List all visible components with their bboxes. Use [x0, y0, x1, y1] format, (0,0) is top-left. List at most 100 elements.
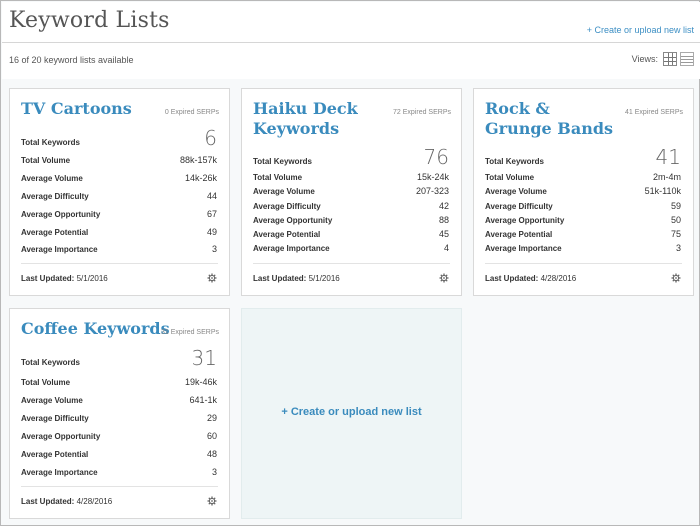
total-keywords-value: 31 — [191, 346, 217, 370]
keyword-list-card: Coffee Keywords 31 Expired SERPs Total K… — [9, 308, 230, 519]
average-importance-value: 4 — [443, 243, 449, 253]
average-potential-label: Average Potential — [485, 230, 553, 239]
expired-serps: 41 Expired SERPs — [625, 109, 683, 116]
average-importance-value: 3 — [211, 467, 217, 477]
average-potential-label: Average Potential — [253, 230, 321, 239]
keyword-list-card: Rock & Grunge Bands 41 Expired SERPs Tot… — [473, 88, 694, 296]
average-importance-label: Average Importance — [21, 468, 98, 477]
average-opportunity-label: Average Opportunity — [253, 216, 333, 225]
average-potential-value: 75 — [670, 229, 681, 239]
last-updated: Last Updated: 4/28/2016 — [485, 274, 576, 283]
average-volume-label: Average Volume — [21, 174, 83, 183]
average-difficulty-label: Average Difficulty — [21, 192, 89, 201]
create-list-card-label: + Create or upload new list — [281, 406, 422, 418]
average-volume-label: Average Volume — [21, 396, 83, 405]
list-count-text: 16 of 20 keyword lists available — [9, 55, 134, 65]
last-updated-label: Last Updated: — [21, 274, 75, 283]
last-updated-date: 5/1/2016 — [76, 274, 108, 283]
card-divider — [21, 486, 218, 487]
total-volume-value: 19k-46k — [184, 377, 217, 387]
average-difficulty-label: Average Difficulty — [21, 414, 89, 423]
total-volume-label: Total Volume — [21, 156, 71, 165]
view-switcher: Views: — [632, 52, 694, 66]
average-potential-value: 48 — [206, 449, 217, 459]
average-importance-label: Average Importance — [253, 244, 330, 253]
last-updated: Last Updated: 5/1/2016 — [253, 274, 340, 283]
card-title[interactable]: Haiku Deck Keywords — [253, 99, 358, 138]
last-updated-label: Last Updated: — [253, 274, 307, 283]
total-volume-value: 88k-157k — [179, 155, 217, 165]
card-divider — [485, 263, 682, 264]
keyword-list-card: TV Cartoons 0 Expired SERPs Total Keywor… — [9, 88, 230, 296]
card-divider — [253, 263, 450, 264]
total-keywords-label: Total Keywords — [21, 138, 80, 147]
average-potential-label: Average Potential — [21, 228, 89, 237]
total-volume-label: Total Volume — [485, 173, 535, 182]
average-difficulty-value: 42 — [438, 201, 449, 211]
average-volume-label: Average Volume — [253, 187, 315, 196]
average-opportunity-label: Average Opportunity — [21, 432, 101, 441]
expired-serps: 72 Expired SERPs — [393, 109, 451, 116]
average-importance-label: Average Importance — [21, 245, 98, 254]
average-importance-value: 3 — [675, 243, 681, 253]
views-label: Views: — [631, 54, 658, 64]
last-updated-label: Last Updated: — [21, 497, 75, 506]
grid-view-button[interactable] — [663, 52, 677, 66]
average-opportunity-value: 50 — [670, 215, 681, 225]
gear-icon[interactable] — [207, 273, 217, 283]
total-keywords-label: Total Keywords — [253, 157, 312, 166]
total-keywords-label: Total Keywords — [21, 358, 80, 367]
last-updated-label: Last Updated: — [485, 274, 539, 283]
total-keywords-label: Total Keywords — [485, 157, 544, 166]
average-volume-value: 14k-26k — [184, 173, 217, 183]
average-difficulty-value: 44 — [206, 191, 217, 201]
toolbar: 16 of 20 keyword lists available Views: — [2, 43, 700, 79]
expired-serps: 0 Expired SERPs — [164, 109, 219, 116]
total-keywords-value: 76 — [423, 145, 449, 169]
expired-serps: 31 Expired SERPs — [161, 329, 219, 336]
total-volume-value: 2m-4m — [652, 172, 681, 182]
average-difficulty-label: Average Difficulty — [485, 202, 553, 211]
average-potential-value: 49 — [206, 227, 217, 237]
total-volume-label: Total Volume — [21, 378, 71, 387]
card-title[interactable]: Coffee Keywords — [21, 319, 170, 338]
last-updated-date: 4/28/2016 — [76, 497, 113, 506]
create-list-link[interactable]: + Create or upload new list — [586, 25, 694, 35]
average-potential-label: Average Potential — [21, 450, 89, 459]
total-keywords-value: 41 — [655, 145, 681, 169]
average-volume-value: 641-1k — [189, 395, 217, 405]
average-difficulty-value: 29 — [206, 413, 217, 423]
average-opportunity-label: Average Opportunity — [21, 210, 101, 219]
card-title[interactable]: TV Cartoons — [21, 99, 132, 118]
average-volume-label: Average Volume — [485, 187, 547, 196]
average-opportunity-value: 67 — [206, 209, 217, 219]
page-title: Keyword Lists — [9, 8, 170, 33]
average-opportunity-value: 88 — [438, 215, 449, 225]
keyword-list-card: Haiku Deck Keywords 72 Expired SERPs Tot… — [241, 88, 462, 296]
average-difficulty-label: Average Difficulty — [253, 202, 321, 211]
create-list-card[interactable]: + Create or upload new list — [241, 308, 462, 519]
last-updated-date: 5/1/2016 — [308, 274, 340, 283]
average-importance-label: Average Importance — [485, 244, 562, 253]
total-volume-label: Total Volume — [253, 173, 303, 182]
total-volume-value: 15k-24k — [416, 172, 449, 182]
card-title[interactable]: Rock & Grunge Bands — [485, 99, 614, 138]
list-view-button[interactable] — [680, 52, 694, 66]
grid-view-icon — [664, 53, 676, 65]
average-volume-value: 51k-110k — [644, 186, 681, 196]
last-updated: Last Updated: 4/28/2016 — [21, 497, 112, 506]
last-updated: Last Updated: 5/1/2016 — [21, 274, 108, 283]
gear-icon[interactable] — [439, 273, 449, 283]
total-keywords-value: 6 — [204, 126, 217, 150]
average-opportunity-value: 60 — [206, 431, 217, 441]
card-divider — [21, 263, 218, 264]
last-updated-date: 4/28/2016 — [540, 274, 577, 283]
average-potential-value: 45 — [438, 229, 449, 239]
average-opportunity-label: Average Opportunity — [485, 216, 565, 225]
page-header: Keyword Lists + Create or upload new lis… — [2, 2, 700, 43]
average-volume-value: 207-323 — [415, 186, 449, 196]
list-view-icon — [681, 53, 693, 65]
gear-icon[interactable] — [207, 496, 217, 506]
gear-icon[interactable] — [671, 273, 681, 283]
